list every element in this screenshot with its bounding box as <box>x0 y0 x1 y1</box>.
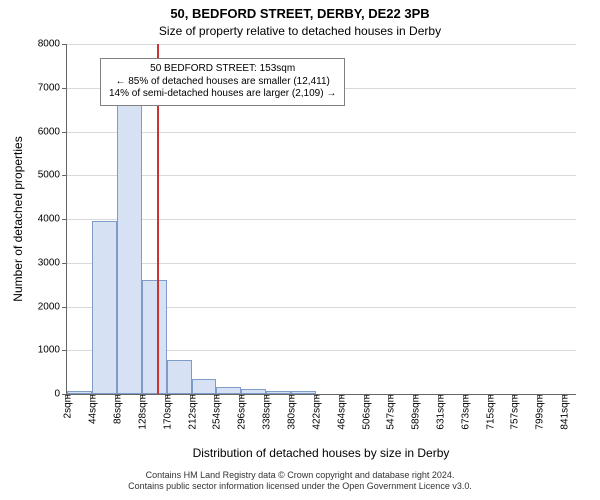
x-axis-label: Distribution of detached houses by size … <box>66 446 576 460</box>
annotation-box: 50 BEDFORD STREET: 153sqm← 85% of detach… <box>100 58 345 106</box>
x-tick-label: 254sqm <box>210 394 223 430</box>
plot-area: 50 BEDFORD STREET: 153sqm← 85% of detach… <box>66 44 576 394</box>
grid-line <box>66 219 576 220</box>
x-tick-label: 380sqm <box>285 394 298 430</box>
chart-container: { "title_main": "50, BEDFORD STREET, DER… <box>0 0 600 500</box>
x-tick-label: 631sqm <box>433 394 446 430</box>
x-tick-label: 799sqm <box>533 394 546 430</box>
y-tick-label: 4000 <box>38 214 66 225</box>
x-tick-label: 464sqm <box>334 394 347 430</box>
x-tick-label: 212sqm <box>185 394 198 430</box>
histogram-bar <box>216 387 241 394</box>
x-tick-label: 296sqm <box>235 394 248 430</box>
x-tick-label: 715sqm <box>483 394 496 430</box>
y-tick-label: 5000 <box>38 170 66 181</box>
x-tick-label: 338sqm <box>260 394 273 430</box>
attribution-line-2: Contains public sector information licen… <box>0 481 600 492</box>
x-tick-label: 757sqm <box>508 394 521 430</box>
grid-line <box>66 175 576 176</box>
y-tick-label: 6000 <box>38 126 66 137</box>
x-tick-label: 128sqm <box>135 394 148 430</box>
annotation-line: ← 85% of detached houses are smaller (12… <box>109 76 336 89</box>
axis-line-bottom <box>66 394 576 395</box>
grid-line <box>66 44 576 45</box>
x-tick-label: 2sqm <box>61 394 74 418</box>
x-tick-label: 589sqm <box>408 394 421 430</box>
y-tick-label: 7000 <box>38 82 66 93</box>
y-axis-label: Number of detached properties <box>11 136 25 301</box>
chart-title-sub: Size of property relative to detached ho… <box>0 24 600 38</box>
x-tick-label: 506sqm <box>359 394 372 430</box>
histogram-bar <box>142 280 167 394</box>
grid-line <box>66 263 576 264</box>
attribution-line-1: Contains HM Land Registry data © Crown c… <box>0 470 600 481</box>
axis-line-left <box>66 44 67 394</box>
x-tick-label: 86sqm <box>110 394 123 424</box>
attribution-text: Contains HM Land Registry data © Crown c… <box>0 470 600 493</box>
histogram-bar <box>92 221 117 394</box>
x-tick-label: 547sqm <box>384 394 397 430</box>
y-tick-label: 8000 <box>38 39 66 50</box>
annotation-line: 14% of semi-detached houses are larger (… <box>109 88 336 101</box>
chart-title-main: 50, BEDFORD STREET, DERBY, DE22 3PB <box>0 6 600 21</box>
x-tick-label: 673sqm <box>458 394 471 430</box>
grid-line <box>66 132 576 133</box>
x-tick-label: 841sqm <box>558 394 571 430</box>
x-tick-label: 422sqm <box>309 394 322 430</box>
histogram-bar <box>117 99 142 394</box>
x-tick-label: 44sqm <box>86 394 99 424</box>
histogram-bar <box>192 379 217 394</box>
y-tick-label: 1000 <box>38 345 66 356</box>
y-tick-label: 3000 <box>38 257 66 268</box>
y-tick-label: 2000 <box>38 301 66 312</box>
histogram-bar <box>167 360 192 394</box>
x-tick-label: 170sqm <box>160 394 173 430</box>
annotation-line: 50 BEDFORD STREET: 153sqm <box>109 63 336 76</box>
